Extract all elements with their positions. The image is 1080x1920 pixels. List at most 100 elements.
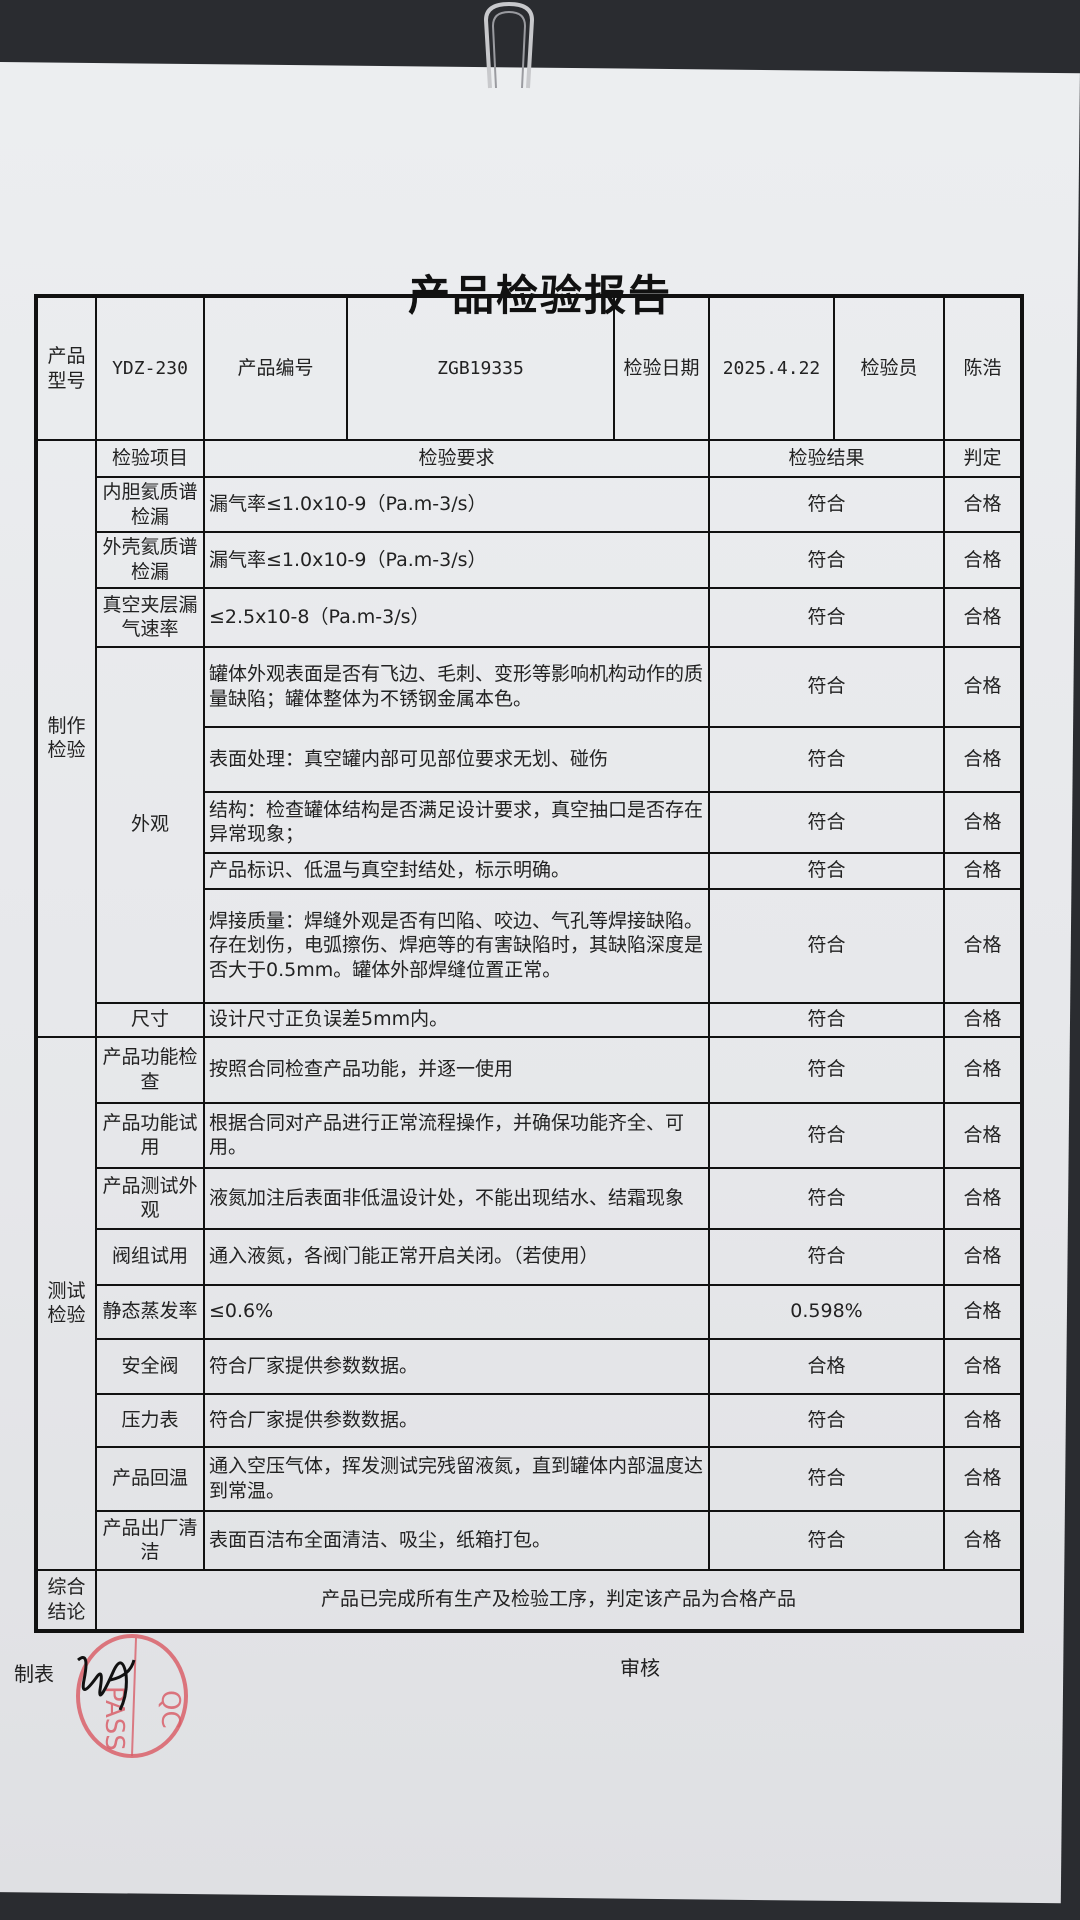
result-cell: 0.598% — [708, 1283, 945, 1340]
column-item: 检验项目 — [95, 439, 205, 478]
requirement-cell: 符合厂家提供参数数据。 — [203, 1337, 710, 1395]
verdict-cell: 合格 — [943, 790, 1023, 854]
serial-label: 产品编号 — [203, 295, 348, 441]
result-cell: 符合 — [708, 1227, 945, 1286]
header-row: 产品型号 YDZ-230 产品编号 ZGB19335 检验日期 2025.4.2… — [35, 295, 1023, 441]
requirement-cell: 结构：检查罐体结构是否满足设计要求，真空抽口是否存在异常现象； — [203, 790, 710, 854]
item-name: 产品测试外观 — [95, 1166, 205, 1230]
table-row: 产品功能试用 根据合同对产品进行正常流程操作，并确保功能齐全、可用。 符合 合格 — [36, 1101, 1023, 1169]
table-row: 外壳氦质谱检漏 漏气率≤1.0x10-9（Pa.m-3/s） 符合 合格 — [36, 531, 1023, 589]
section-label: 制作检验 — [35, 439, 97, 1038]
verdict-cell: 合格 — [943, 1035, 1023, 1104]
conclusion-label: 综合结论 — [35, 1568, 97, 1632]
svg-text:QC: QC — [155, 1690, 185, 1729]
verdict-cell: 合格 — [943, 645, 1023, 728]
column-requirement: 检验要求 — [203, 439, 710, 478]
result-cell: 符合 — [708, 790, 945, 854]
item-name: 产品功能检查 — [95, 1035, 205, 1104]
verdict-cell: 合格 — [943, 1337, 1023, 1395]
table-row: 真空夹层漏气速率 ≤2.5x10-8（Pa.m-3/s） 符合 合格 — [36, 586, 1023, 648]
result-cell: 符合 — [708, 851, 945, 890]
verdict-cell: 合格 — [943, 887, 1023, 1004]
column-verdict: 判定 — [943, 439, 1023, 478]
table-row: 焊接质量：焊缝外观是否有凹陷、咬边、气孔等焊接缺陷。存在划伤，电弧擦伤、焊疤等的… — [36, 887, 1023, 1004]
result-cell: 符合 — [708, 725, 945, 793]
table-row: 外观 罐体外观表面是否有飞边、毛刺、变形等影响机构动作的质量缺陷；罐体整体为不锈钢… — [36, 645, 1023, 1004]
date-label: 检验日期 — [613, 295, 710, 441]
table-row: 表面处理：真空罐内部可见部位要求无划、碰伤 符合 合格 — [36, 725, 1023, 793]
verdict-cell: 合格 — [943, 1445, 1023, 1512]
table-row: 产品测试外观 液氮加注后表面非低温设计处，不能出现结水、结霜现象 符合 合格 — [36, 1166, 1023, 1230]
requirement-cell: 设计尺寸正负误差5mm内。 — [203, 1001, 710, 1038]
item-name: 安全阀 — [95, 1337, 205, 1395]
verdict-cell: 合格 — [943, 475, 1023, 534]
item-name: 阀组试用 — [95, 1227, 205, 1286]
requirement-cell: ≤2.5x10-8（Pa.m-3/s） — [203, 586, 710, 648]
table-row: 压力表 符合厂家提供参数数据。 符合 合格 — [36, 1392, 1023, 1448]
result-cell: 符合 — [708, 1001, 945, 1038]
requirement-cell: 漏气率≤1.0x10-9（Pa.m-3/s） — [203, 531, 710, 589]
result-cell: 符合 — [708, 475, 945, 534]
verdict-cell: 合格 — [943, 1001, 1023, 1038]
table-row: 结构：检查罐体结构是否满足设计要求，真空抽口是否存在异常现象； 符合 合格 — [36, 790, 1023, 854]
requirement-cell: 符合厂家提供参数数据。 — [203, 1392, 710, 1448]
table-row: 内胆氦质谱检漏 漏气率≤1.0x10-9（Pa.m-3/s） 符合 合格 — [36, 475, 1023, 534]
inspector-label: 检验员 — [833, 295, 945, 441]
table-row: 产品出厂清洁 表面百洁布全面清洁、吸尘，纸箱打包。 符合 合格 — [36, 1509, 1023, 1571]
table-row: 静态蒸发率 ≤0.6% 0.598% 合格 — [36, 1283, 1023, 1340]
item-name: 产品出厂清洁 — [95, 1509, 205, 1571]
item-name: 外观 — [95, 645, 205, 1004]
table-row: 安全阀 符合厂家提供参数数据。 合格 合格 — [36, 1337, 1023, 1395]
requirement-cell: 根据合同对产品进行正常流程操作，并确保功能齐全、可用。 — [203, 1101, 710, 1169]
requirement-cell: 产品标识、低温与真空封结处，标示明确。 — [203, 851, 710, 890]
verdict-cell: 合格 — [943, 531, 1023, 589]
table-row: 产品标识、低温与真空封结处，标示明确。 符合 合格 — [36, 851, 1023, 890]
date-value: 2025.4.22 — [708, 295, 835, 441]
requirement-cell: 焊接质量：焊缝外观是否有凹陷、咬边、气孔等焊接缺陷。存在划伤，电弧擦伤、焊疤等的… — [203, 887, 710, 1004]
result-cell: 合格 — [708, 1337, 945, 1395]
item-name: 尺寸 — [95, 1001, 205, 1038]
table-row: 产品回温 通入空压气体，挥发测试完残留液氮，直到罐体内部温度达到常温。 符合 合格 — [36, 1445, 1023, 1512]
inspection-table: 产品型号 YDZ-230 产品编号 ZGB19335 检验日期 2025.4.2… — [34, 294, 1024, 1633]
verdict-cell: 合格 — [943, 586, 1023, 648]
section-label: 测试检验 — [35, 1035, 97, 1571]
qc-pass-stamp: QC PASS — [76, 1634, 188, 1758]
verdict-cell: 合格 — [943, 1283, 1023, 1340]
review-label: 审核 — [620, 1656, 660, 1680]
item-name: 真空夹层漏气速率 — [95, 586, 205, 648]
result-cell: 符合 — [708, 1101, 945, 1169]
model-value: YDZ-230 — [95, 295, 205, 441]
requirement-cell: 表面处理：真空罐内部可见部位要求无划、碰伤 — [203, 725, 710, 793]
model-label: 产品型号 — [35, 295, 97, 441]
verdict-cell: 合格 — [943, 1166, 1023, 1230]
serial-value: ZGB19335 — [346, 295, 615, 441]
column-header-row: 制作检验 检验项目 检验要求 检验结果 判定 — [35, 439, 1023, 1038]
verdict-cell: 合格 — [943, 851, 1023, 890]
result-cell: 符合 — [708, 1166, 945, 1230]
table-row: 阀组试用 通入液氮，各阀门能正常开启关闭。（若使用） 符合 合格 — [36, 1227, 1023, 1286]
result-cell: 符合 — [708, 1035, 945, 1104]
requirement-cell: 通入空压气体，挥发测试完残留液氮，直到罐体内部温度达到常温。 — [203, 1445, 710, 1512]
requirement-cell: 液氮加注后表面非低温设计处，不能出现结水、结霜现象 — [203, 1166, 710, 1230]
prepared-label: 制表 — [14, 1662, 54, 1686]
requirement-cell: 通入液氮，各阀门能正常开启关闭。（若使用） — [203, 1227, 710, 1286]
result-cell: 符合 — [708, 1392, 945, 1448]
table-row: 测试检验 产品功能检查 按照合同检查产品功能，并逐一使用 符合 合格 — [35, 1035, 1023, 1571]
inspector-value: 陈浩 — [943, 295, 1023, 441]
requirement-cell: 罐体外观表面是否有飞边、毛刺、变形等影响机构动作的质量缺陷；罐体整体为不锈钢金属… — [203, 645, 710, 728]
table-row: 尺寸 设计尺寸正负误差5mm内。 符合 合格 — [36, 1001, 1023, 1038]
requirement-cell: 按照合同检查产品功能，并逐一使用 — [203, 1035, 710, 1104]
item-name: 内胆氦质谱检漏 — [95, 475, 205, 534]
item-name: 压力表 — [95, 1392, 205, 1448]
item-name: 产品功能试用 — [95, 1101, 205, 1169]
conclusion-row: 综合结论 产品已完成所有生产及检验工序，判定该产品为合格产品 — [35, 1568, 1023, 1632]
conclusion-text: 产品已完成所有生产及检验工序，判定该产品为合格产品 — [95, 1568, 1023, 1632]
requirement-cell: ≤0.6% — [203, 1283, 710, 1340]
verdict-cell: 合格 — [943, 1392, 1023, 1448]
result-cell: 符合 — [708, 531, 945, 589]
result-cell: 符合 — [708, 1509, 945, 1571]
verdict-cell: 合格 — [943, 1509, 1023, 1571]
binder-clip-icon — [483, 1, 535, 89]
requirement-cell: 表面百洁布全面清洁、吸尘，纸箱打包。 — [203, 1509, 710, 1571]
requirement-cell: 漏气率≤1.0x10-9（Pa.m-3/s） — [203, 475, 710, 534]
